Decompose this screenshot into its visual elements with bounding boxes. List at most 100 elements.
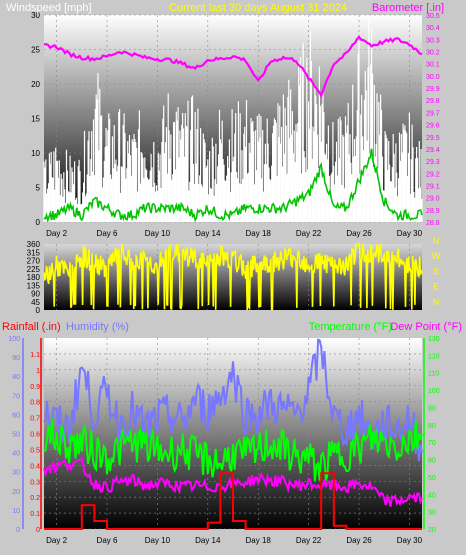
temperature-tick-label: 60 [428,458,436,465]
temperature-tick-label: 30 [428,510,436,517]
barometer-tick-label: 29.0 [426,196,440,203]
humidity-tick-label: 100 [8,336,20,343]
temperature-tick-label: 40 [428,492,436,499]
climate-x-tick-label: Day 26 [346,536,372,545]
compass-label: W [432,251,441,261]
barometer-tick-label: 29.8 [426,98,440,105]
windspeed-tick-label: 0 [36,218,41,227]
barometer-tick-label: 29.5 [426,135,440,142]
temperature-tick-label: 120 [428,353,440,360]
direction-tick-label: 315 [27,248,41,257]
temperature-tick-label: 20 [428,527,436,534]
windspeed-tick-label: 15 [31,115,40,124]
rainfall-tick-label: 1.1 [30,352,40,359]
barometer-tick-label: 28.8 [426,220,440,227]
humidity-tick-label: 70 [12,393,20,400]
direction-tick-label: 360 [27,240,41,249]
windspeed-tick-label: 30 [31,11,40,20]
windspeed-axis-label: Windspeed [mph] [6,2,92,14]
wind-x-tick-label: Day 14 [195,229,221,238]
climate-x-tick-label: Day 6 [97,536,118,545]
windspeed-tick-label: 20 [31,80,40,89]
rainfall-legend: Rainfall (.in) [2,321,61,333]
average-wind-line [43,148,423,223]
barometer-tick-label: 29.9 [426,86,440,93]
direction-tick-label: 90 [31,290,40,299]
barometer-tick-label: 29.1 [426,183,440,190]
barometer-tick-label: 28.9 [426,208,440,215]
barometer-tick-label: 30.1 [426,62,440,69]
barometer-tick-label: 30.5 [426,13,440,20]
barometer-tick-label: 30.2 [426,50,440,57]
barometer-tick-label: 30.3 [426,37,440,44]
compass-label: S [433,266,439,276]
direction-tick-label: 225 [27,265,41,274]
windspeed-tick-label: 10 [31,149,40,158]
temperature-tick-label: 50 [428,475,436,482]
rainfall-tick-label: 0.7 [30,416,40,423]
barometer-axis-label: Barometer [.in] [372,2,444,14]
wind-x-tick-label: Day 22 [296,229,322,238]
humidity-tick-label: 90 [12,355,20,362]
humidity-legend: Humidity (%) [66,321,129,333]
wind-x-tick-label: Day 10 [145,229,171,238]
windspeed-tick-label: 25 [31,46,40,55]
temperature-tick-label: 70 [428,440,436,447]
temperature-tick-label: 130 [428,336,440,343]
temperature-tick-label: 100 [428,388,440,395]
rainfall-tick-label: 1 [36,368,40,375]
humidity-tick-label: 80 [12,374,20,381]
rainfall-tick-label: 0.2 [30,495,40,502]
rainfall-tick-label: 0.4 [30,463,40,470]
compass-label: N [433,236,440,246]
temperature-tick-label: 110 [428,371,439,378]
climate-x-tick-label: Day 2 [46,536,67,545]
barometer-tick-label: 30.0 [426,74,440,81]
direction-tick-label: 270 [27,257,41,266]
wind-x-tick-label: Day 30 [397,229,423,238]
wind-x-tick-label: Day 26 [346,229,372,238]
humidity-tick-label: 20 [12,489,20,496]
rainfall-tick-label: 0.5 [30,447,40,454]
compass-label: N [433,297,440,307]
direction-tick-label: 135 [27,281,41,290]
climate-x-tick-label: Day 14 [195,536,221,545]
temperature-line [43,418,423,482]
direction-tick-label: 0 [36,306,41,315]
humidity-tick-label: 50 [12,432,20,439]
humidity-tick-label: 10 [12,508,20,515]
barometer-tick-label: 30.4 [426,25,440,32]
humidity-line [43,338,423,462]
wind-x-tick-label: Day 18 [246,229,272,238]
temperature-legend: Temperature (°F) [309,321,392,333]
compass-label: E [433,282,439,292]
barometer-line [43,35,423,99]
humidity-tick-label: 0 [16,527,20,534]
barometer-tick-label: 29.6 [426,123,440,130]
rainfall-tick-label: 0.9 [30,384,40,391]
rainfall-line [44,472,422,530]
rainfall-tick-label: 0.1 [30,511,40,518]
barometer-tick-label: 29.7 [426,110,440,117]
barometer-tick-label: 29.4 [426,147,440,154]
direction-tick-label: 180 [27,273,41,282]
rainfall-tick-label: 0.8 [30,400,40,407]
dewpoint-legend: Dew Point (°F) [390,321,462,333]
wind-x-tick-label: Day 6 [97,229,118,238]
barometer-tick-label: 29.3 [426,159,440,166]
temperature-tick-label: 90 [428,405,436,412]
humidity-tick-label: 30 [12,470,20,477]
climate-x-tick-label: Day 10 [145,536,171,545]
humidity-tick-label: 60 [12,412,20,419]
rainfall-tick-label: 0 [36,527,40,534]
climate-x-tick-label: Day 18 [246,536,272,545]
rainfall-tick-label: 0.6 [30,432,40,439]
windspeed-tick-label: 5 [36,184,41,193]
wind-direction-line [43,241,423,311]
rainfall-tick-label: 0.3 [30,479,40,486]
humidity-tick-label: 40 [12,451,20,458]
temperature-tick-label: 80 [428,423,436,430]
barometer-tick-label: 29.2 [426,171,440,178]
wind-x-tick-label: Day 2 [46,229,67,238]
